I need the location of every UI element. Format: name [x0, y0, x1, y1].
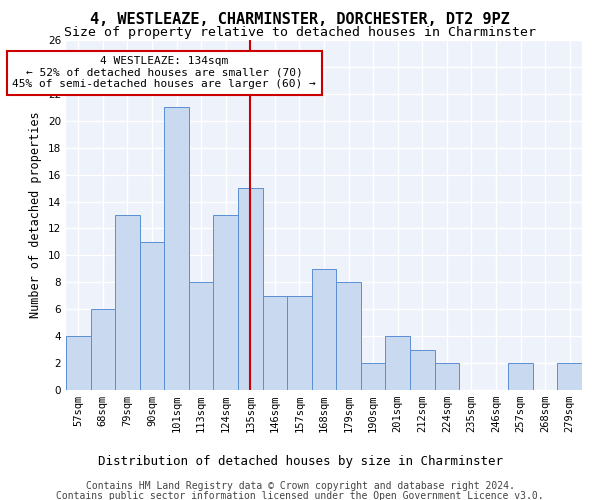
Bar: [214, 215, 238, 390]
Text: 4 WESTLEAZE: 134sqm
← 52% of detached houses are smaller (70)
45% of semi-detach: 4 WESTLEAZE: 134sqm ← 52% of detached ho…: [13, 56, 316, 90]
Text: Distribution of detached houses by size in Charminster: Distribution of detached houses by size …: [97, 455, 503, 468]
Text: Contains public sector information licensed under the Open Government Licence v3: Contains public sector information licen…: [56, 491, 544, 500]
Text: Contains HM Land Registry data © Crown copyright and database right 2024.: Contains HM Land Registry data © Crown c…: [86, 481, 514, 491]
Bar: [91, 309, 115, 390]
Bar: [385, 336, 410, 390]
Bar: [434, 363, 459, 390]
Bar: [508, 363, 533, 390]
Bar: [263, 296, 287, 390]
Bar: [336, 282, 361, 390]
Bar: [361, 363, 385, 390]
Text: 4, WESTLEAZE, CHARMINSTER, DORCHESTER, DT2 9PZ: 4, WESTLEAZE, CHARMINSTER, DORCHESTER, D…: [90, 12, 510, 28]
Bar: [164, 108, 189, 390]
Bar: [238, 188, 263, 390]
Bar: [410, 350, 434, 390]
Bar: [312, 269, 336, 390]
Bar: [115, 215, 140, 390]
Bar: [287, 296, 312, 390]
Text: Size of property relative to detached houses in Charminster: Size of property relative to detached ho…: [64, 26, 536, 39]
Bar: [189, 282, 214, 390]
Bar: [66, 336, 91, 390]
Bar: [140, 242, 164, 390]
Bar: [557, 363, 582, 390]
Y-axis label: Number of detached properties: Number of detached properties: [29, 112, 43, 318]
